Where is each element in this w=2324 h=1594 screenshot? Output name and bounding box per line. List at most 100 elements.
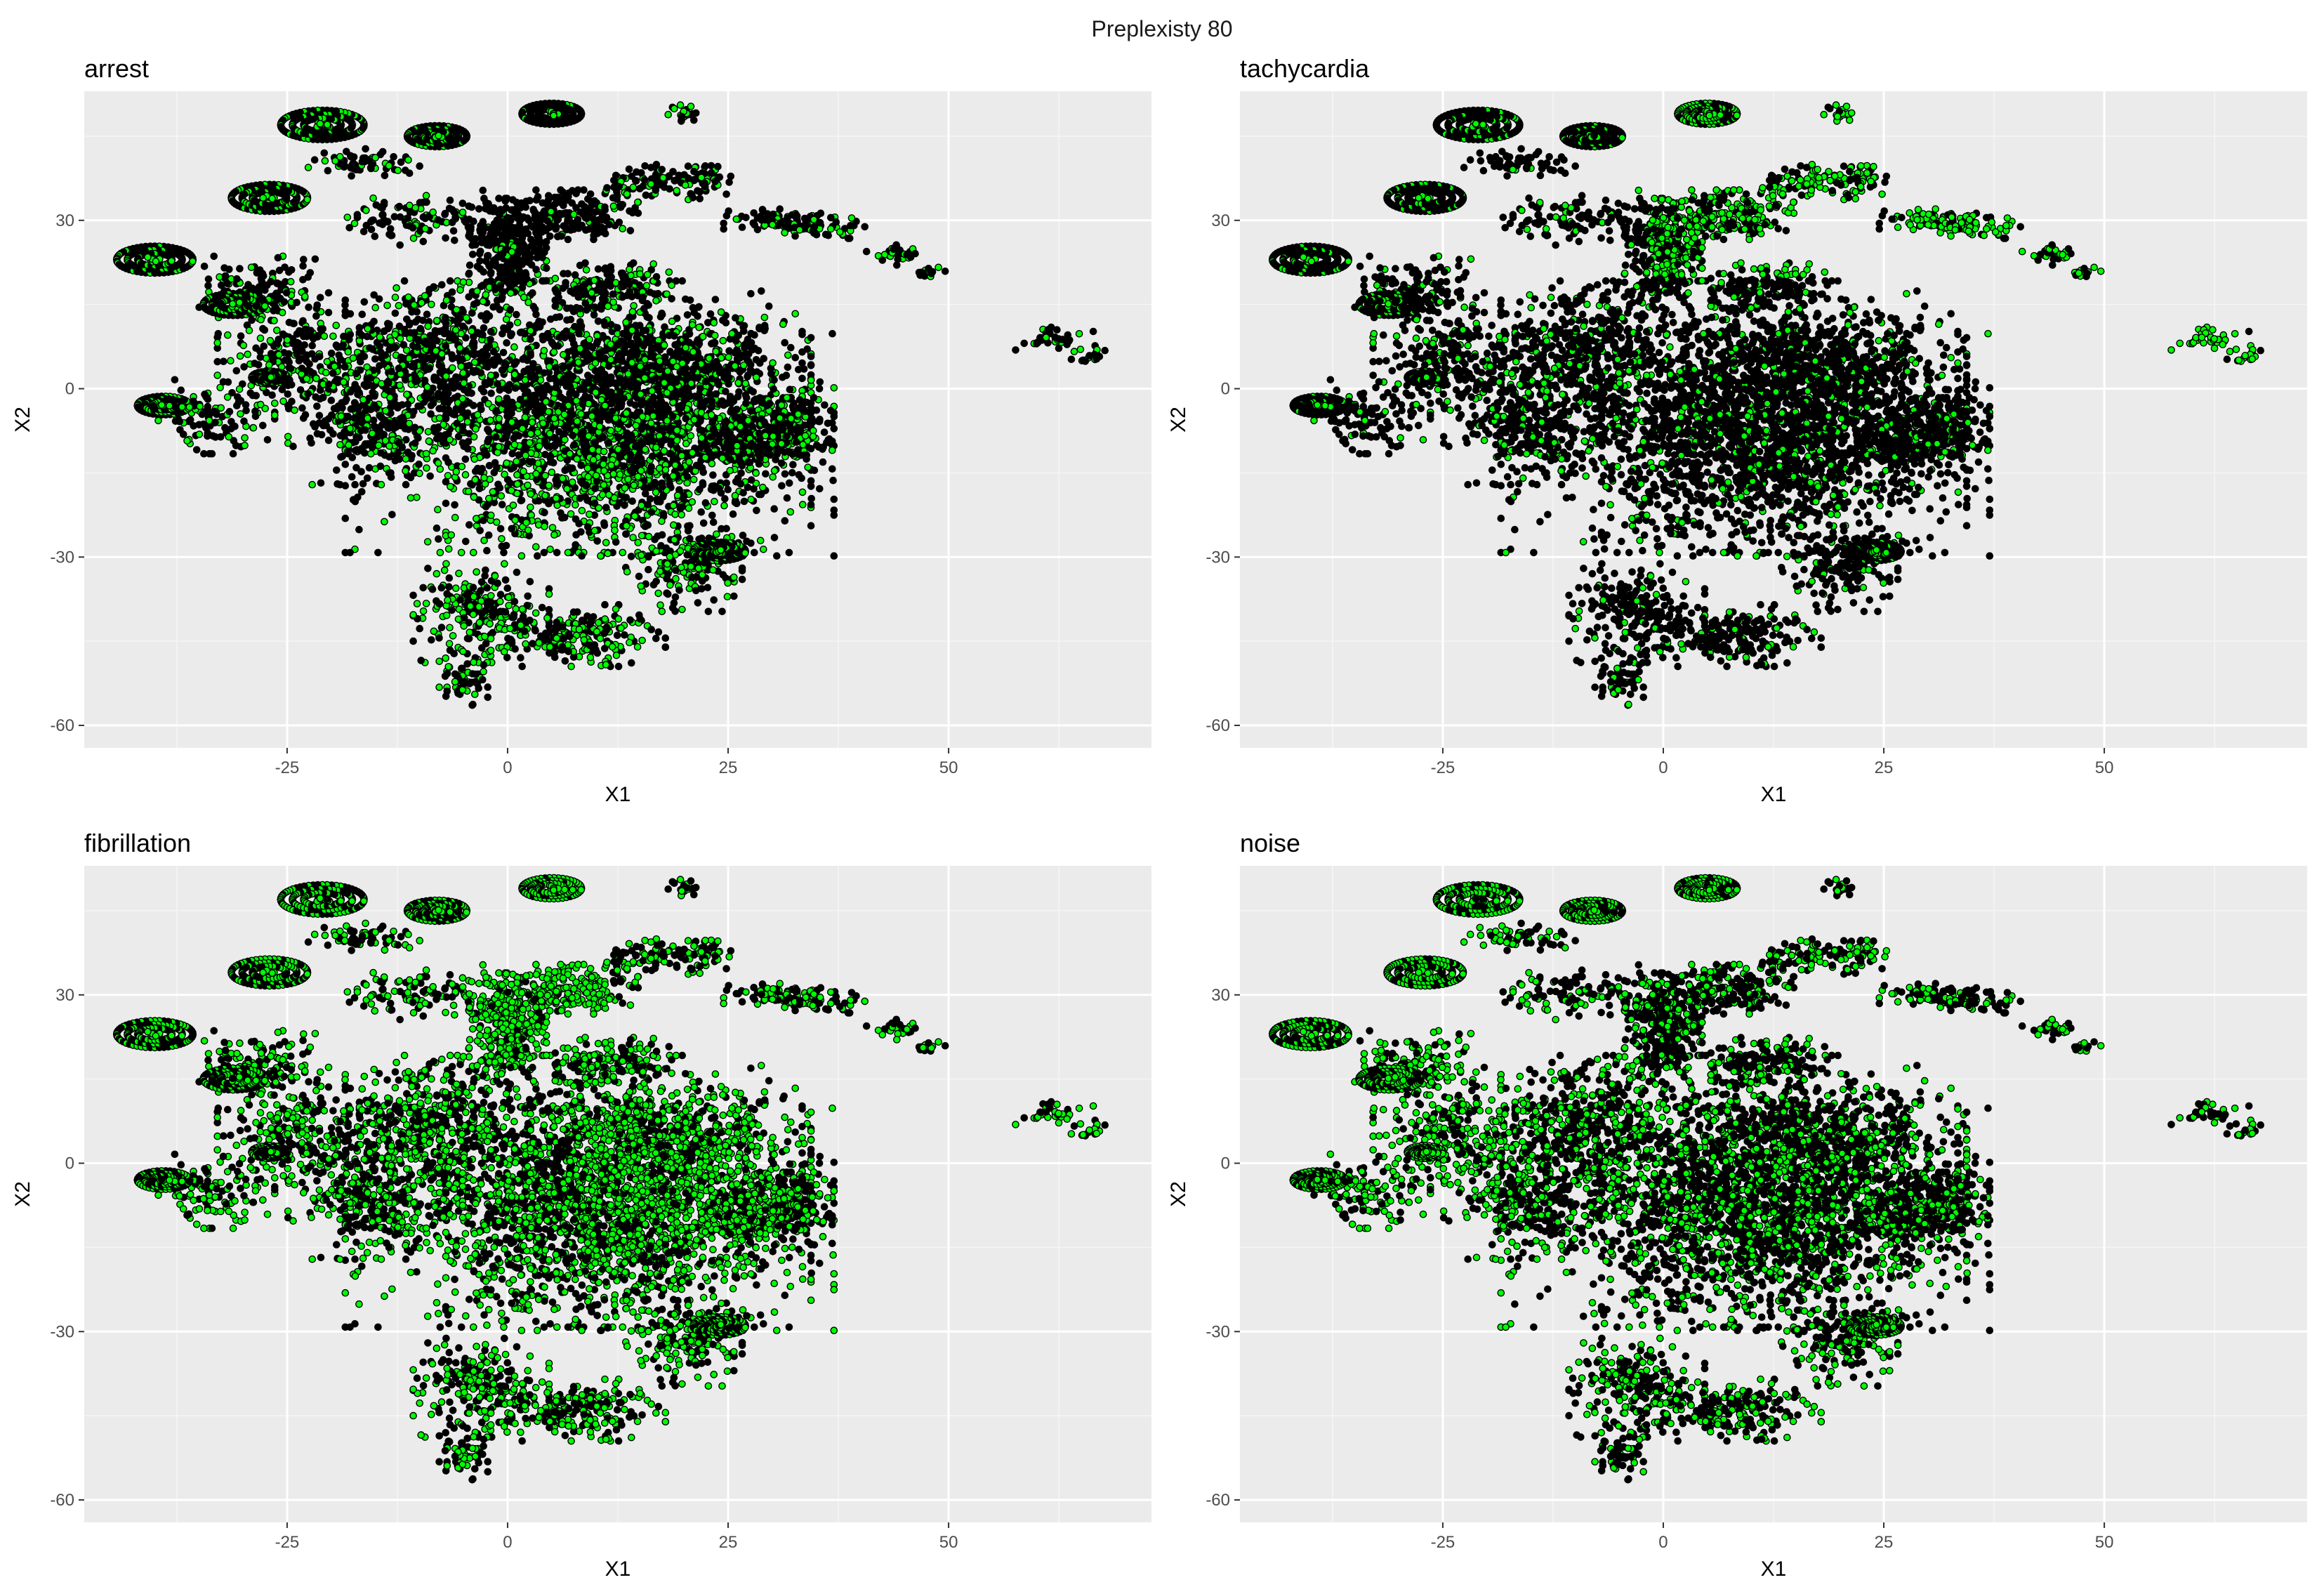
- data-point: [361, 298, 367, 305]
- data-point: [555, 440, 562, 446]
- data-point: [533, 311, 539, 317]
- data-point: [784, 364, 791, 370]
- data-point: [790, 461, 796, 468]
- data-point: [730, 511, 737, 518]
- data-point: [771, 534, 777, 541]
- data-point: [537, 324, 543, 330]
- data-point: [751, 486, 757, 492]
- data-point: [592, 485, 598, 492]
- data-point: [407, 494, 414, 501]
- data-point: [723, 480, 729, 486]
- data-point: [758, 288, 765, 294]
- data-point: [541, 348, 547, 354]
- data-point: [462, 472, 468, 478]
- data-point: [402, 468, 409, 474]
- data-point: [760, 546, 767, 553]
- data-point: [524, 389, 531, 395]
- data-point: [721, 503, 727, 509]
- data-point: [513, 311, 520, 317]
- data-point: [630, 303, 637, 309]
- data-point: [532, 409, 538, 415]
- data-point: [564, 317, 570, 323]
- data-point: [605, 551, 611, 557]
- data-point: [375, 549, 381, 555]
- data-point: [785, 352, 791, 358]
- data-point: [520, 426, 526, 432]
- data-point: [568, 511, 574, 517]
- data-point: [748, 477, 755, 483]
- figure-title: Preplexisty 80: [1092, 16, 1233, 41]
- data-point: [433, 525, 440, 532]
- data-point: [483, 503, 489, 510]
- data-point: [442, 479, 449, 485]
- data-point: [781, 518, 788, 524]
- data-point: [427, 473, 433, 479]
- data-point: [524, 482, 531, 488]
- data-point: [437, 466, 443, 473]
- data-point: [711, 499, 718, 505]
- data-point: [685, 312, 691, 318]
- data-point: [499, 543, 505, 549]
- data-point: [712, 296, 718, 303]
- data-point: [416, 470, 423, 477]
- data-point: [668, 451, 674, 457]
- data-point: [475, 411, 481, 418]
- data-point: [696, 324, 702, 331]
- data-point: [541, 549, 547, 555]
- data-point: [533, 544, 539, 550]
- data-point: [508, 525, 515, 532]
- data-point: [481, 475, 487, 481]
- data-point: [435, 536, 442, 542]
- data-point: [635, 473, 641, 480]
- data-point: [381, 518, 388, 525]
- data-point: [715, 381, 722, 388]
- data-point: [808, 483, 814, 489]
- data-point: [831, 553, 837, 559]
- data-point: [472, 477, 478, 483]
- data-point: [501, 349, 507, 355]
- data-point: [466, 488, 472, 494]
- data-point: [547, 546, 553, 553]
- data-point: [447, 278, 454, 284]
- data-point: [786, 549, 792, 555]
- data-point: [435, 506, 441, 513]
- data-point: [515, 320, 521, 326]
- data-point: [576, 520, 582, 527]
- data-point: [662, 467, 668, 473]
- data-point: [467, 390, 473, 396]
- data-point: [533, 470, 539, 477]
- data-point: [586, 511, 593, 518]
- data-point: [808, 334, 814, 341]
- data-point: [520, 459, 526, 465]
- data-point: [800, 501, 806, 508]
- data-point: [601, 522, 607, 529]
- data-point: [594, 538, 600, 544]
- data-point: [660, 511, 666, 517]
- data-point: [653, 298, 659, 304]
- data-point: [576, 305, 583, 312]
- data-point: [572, 501, 579, 508]
- data-point: [478, 386, 484, 392]
- data-point: [819, 459, 826, 466]
- data-point: [513, 385, 519, 391]
- data-point: [591, 527, 597, 534]
- data-point: [585, 524, 591, 530]
- data-point: [476, 485, 482, 492]
- data-point: [683, 440, 689, 447]
- data-point: [527, 504, 534, 511]
- data-point: [342, 515, 348, 522]
- data-point: [486, 495, 492, 501]
- data-point: [451, 501, 458, 508]
- data-point: [753, 470, 759, 476]
- data-point: [488, 390, 494, 397]
- data-point: [480, 518, 487, 524]
- data-point: [619, 549, 626, 555]
- data-point: [484, 548, 490, 554]
- data-point: [482, 481, 489, 487]
- data-point: [808, 377, 814, 383]
- data-point: [389, 511, 395, 518]
- data-point: [771, 506, 777, 512]
- data-point: [546, 501, 552, 507]
- data-point: [821, 402, 828, 408]
